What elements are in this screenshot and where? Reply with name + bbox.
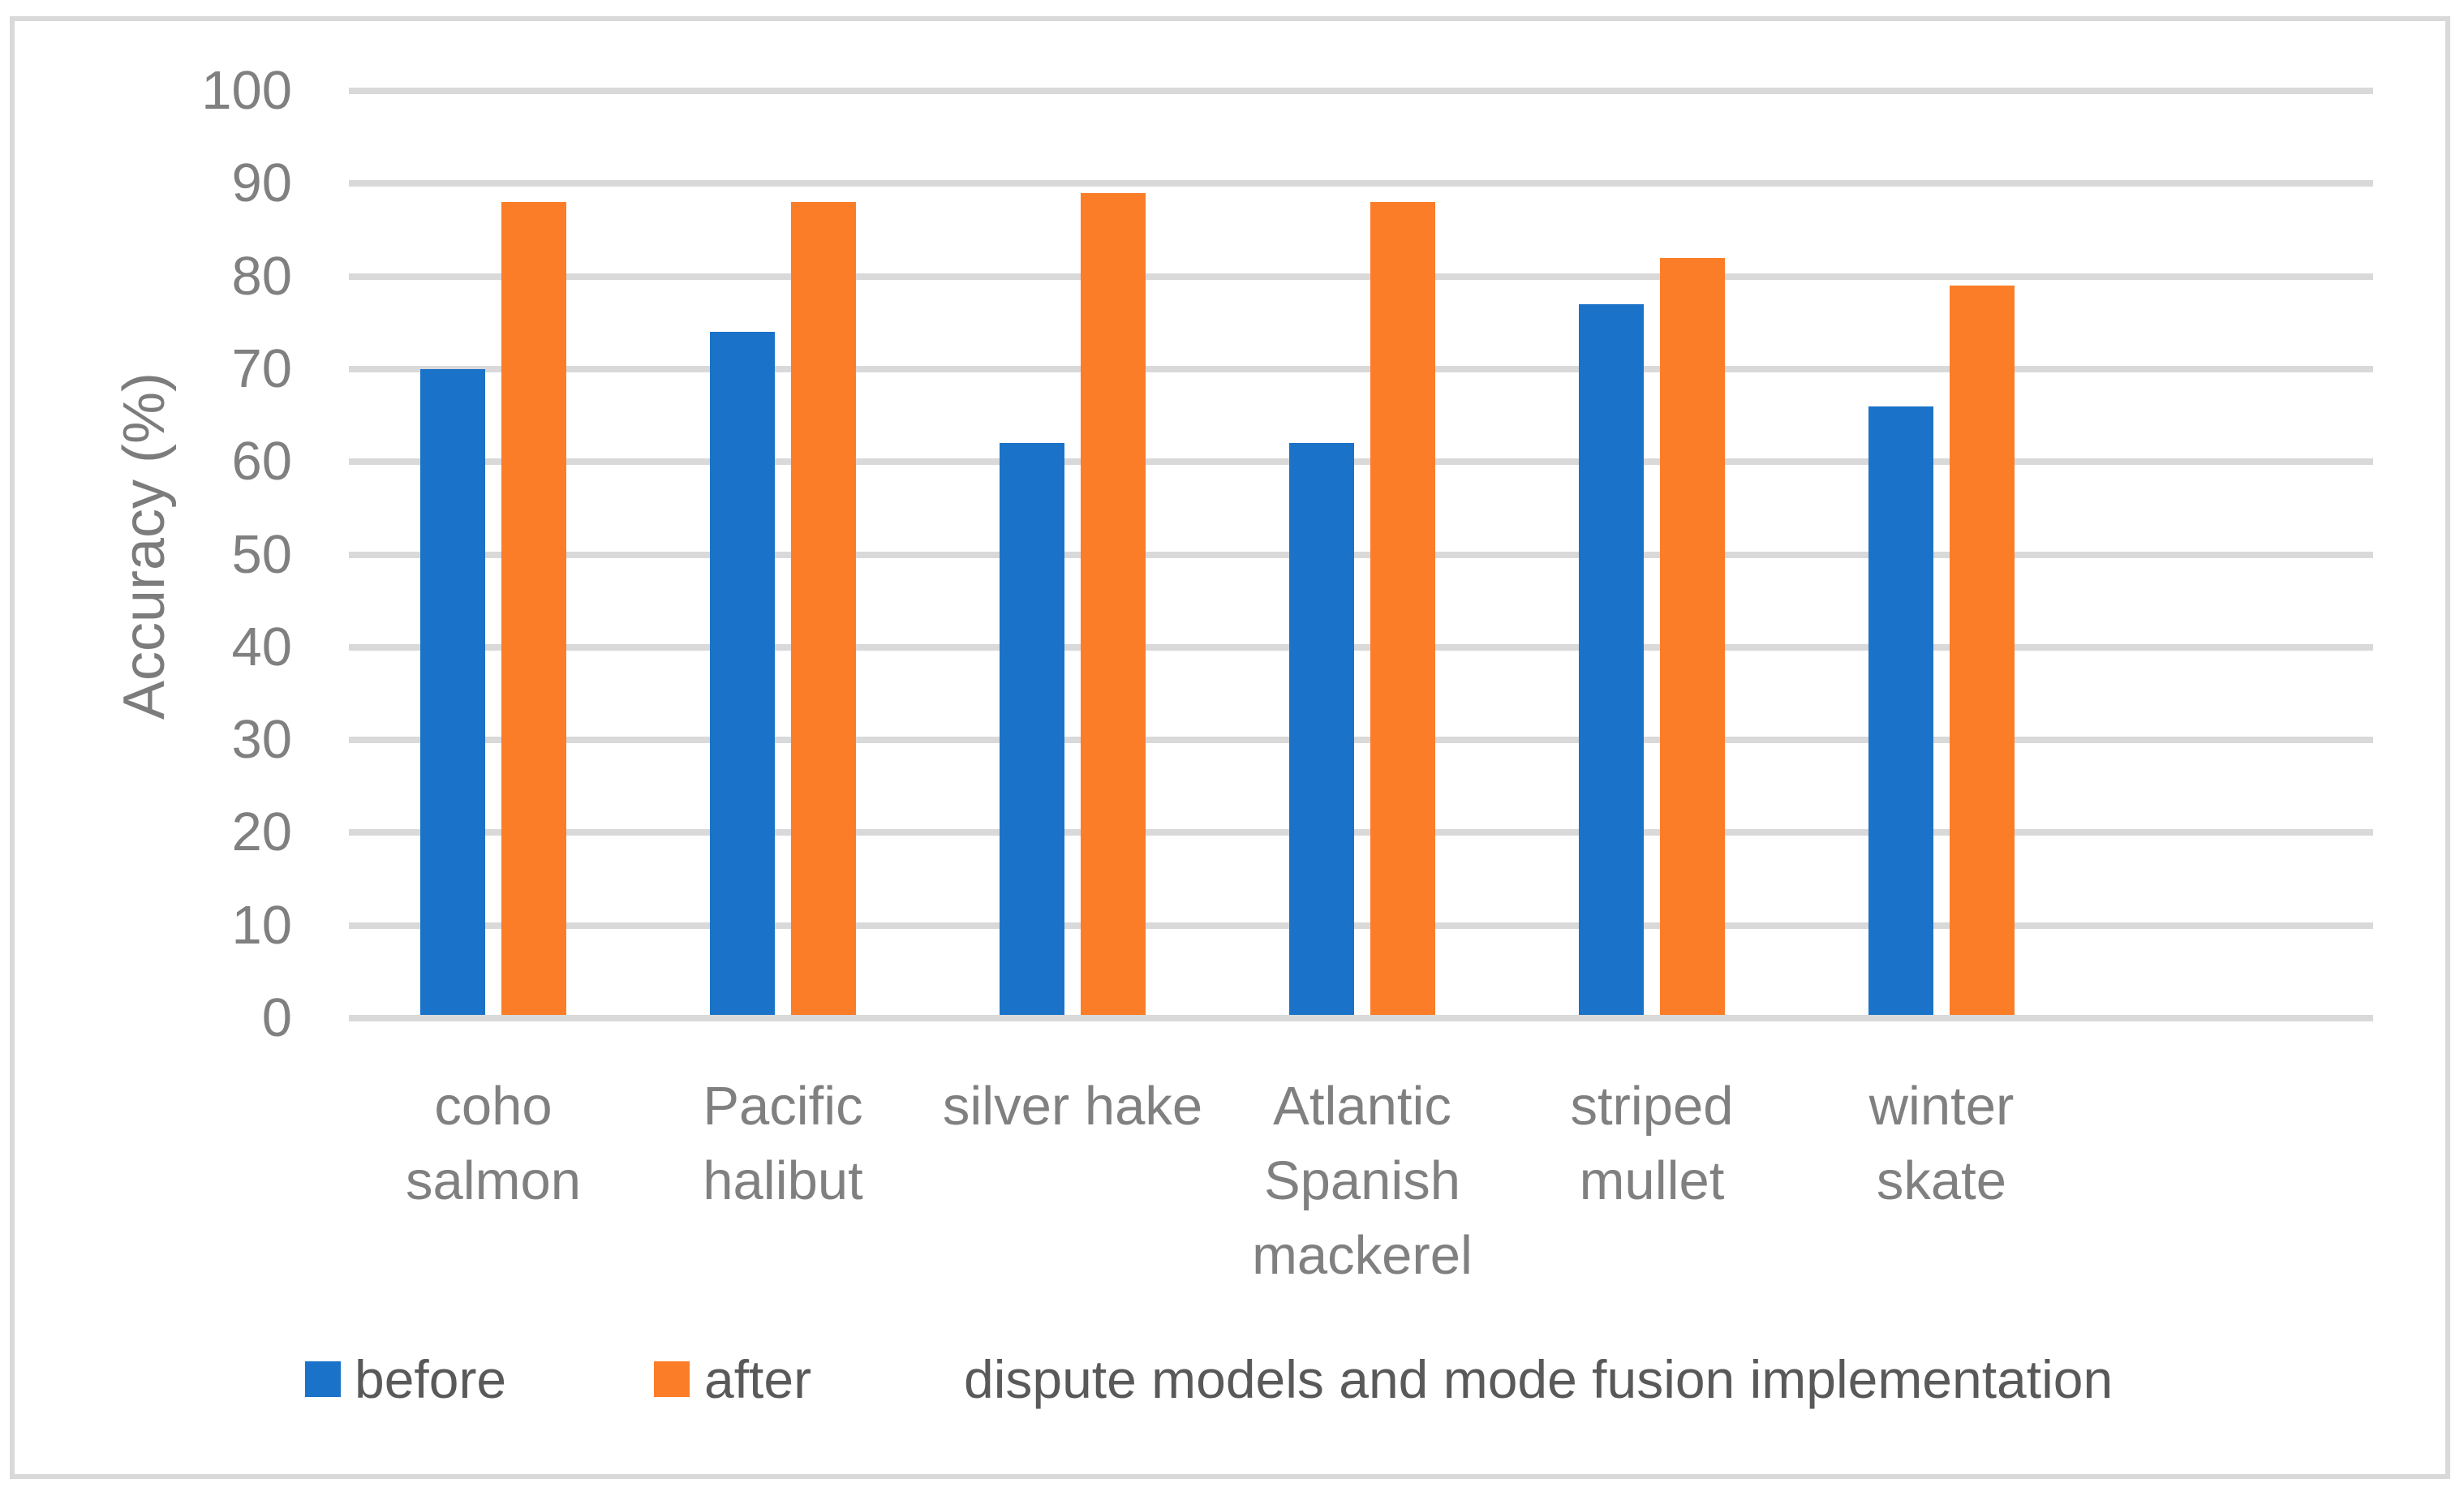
y-tick-40: 40 [231,616,292,677]
gridline-0 [349,1015,2373,1021]
bar-before-winter-skate [1868,406,1933,1015]
legend-label-before: before [355,1349,507,1409]
category-label-Pacific-halibut: Pacific halibut [703,1076,863,1211]
gridline-20 [349,829,2373,836]
y-tick-30: 30 [231,709,292,771]
bar-after-winter-skate [1950,286,2015,1015]
bar-before-coho-salmon [420,368,485,1015]
y-tick-80: 80 [231,245,292,307]
gridline-50 [349,551,2373,558]
gridline-70 [349,365,2373,372]
y-tick-0: 0 [261,987,292,1048]
y-tick-50: 50 [231,523,292,585]
y-axis-title: Accuracy (%) [112,372,177,720]
bar-before-silver-hake [1000,443,1064,1015]
y-tick-10: 10 [231,894,292,956]
bar-after-coho-salmon [501,202,566,1015]
bar-after-striped-mullet [1660,257,1725,1015]
y-tick-20: 20 [231,802,292,863]
category-label-silver-hake: silver hake [942,1076,1203,1137]
bar-after-Pacific-halibut [791,202,856,1015]
category-label-coho-salmon: coho salmon [406,1076,581,1211]
bar-before-Atlantic-Spanish-mackerel [1289,443,1354,1015]
gridline-60 [349,458,2373,466]
chart-frame [10,16,2450,1479]
legend-note: dispute models and mode fusion implement… [964,1349,2114,1409]
gridline-10 [349,922,2373,929]
bar-before-Pacific-halibut [710,332,775,1015]
y-tick-70: 70 [231,337,292,399]
category-label-striped-mullet: striped mullet [1570,1076,1734,1211]
category-label-winter-skate: winter skate [1868,1076,2015,1211]
y-tick-100: 100 [201,60,292,121]
gridline-90 [349,180,2373,187]
y-tick-60: 60 [231,431,292,492]
gridline-100 [349,88,2373,94]
gridline-80 [349,273,2373,280]
legend-marker-before [305,1361,341,1397]
y-tick-90: 90 [231,153,292,214]
legend-label-after: after [704,1349,812,1409]
category-label-Atlantic-Spanish-mackerel: Atlantic Spanish mackerel [1252,1076,1473,1286]
gridline-30 [349,737,2373,744]
bar-before-striped-mullet [1579,303,1644,1015]
bar-after-Atlantic-Spanish-mackerel [1370,202,1435,1015]
legend-marker-after [654,1361,690,1397]
gridline-40 [349,643,2373,651]
bar-after-silver-hake [1081,192,1146,1015]
